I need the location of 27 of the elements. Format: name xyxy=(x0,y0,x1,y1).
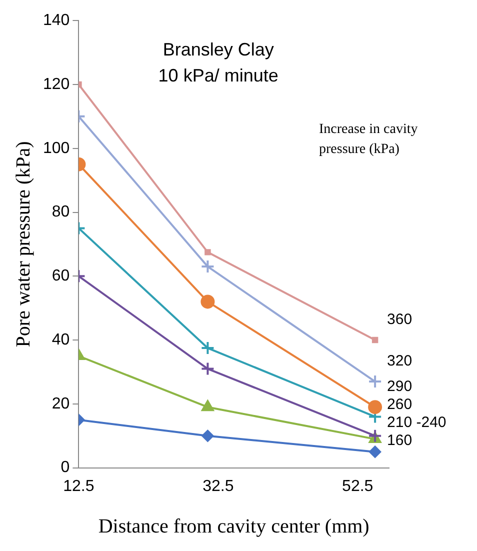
y-tick-label: 60 xyxy=(52,268,70,285)
y-tick-label: 120 xyxy=(42,76,70,93)
point xyxy=(368,400,382,414)
annotation: 360 xyxy=(387,311,412,328)
y-tick-label: 0 xyxy=(60,459,70,476)
annotation: 210 -240 xyxy=(387,414,446,432)
y-tick-label: 20 xyxy=(52,395,70,412)
annotation: Increase in cavity pressure (kPa) xyxy=(319,122,418,157)
text: 10 kPa/ minute xyxy=(158,66,278,86)
x-tick-label: 32.5 xyxy=(202,478,234,495)
point xyxy=(372,336,378,344)
x-axis-title: Distance from cavity center (mm) xyxy=(98,515,370,538)
point xyxy=(369,446,382,458)
point xyxy=(368,374,382,389)
annotation: 290 xyxy=(387,378,412,396)
y-tick-label: 100 xyxy=(42,140,70,157)
x-tick-label: 52.5 xyxy=(342,478,374,495)
text: Bransley Clay xyxy=(162,40,274,60)
annotation: 160 xyxy=(387,432,412,450)
y-axis-title: Pore water pressure (kPa) xyxy=(12,141,34,348)
y-tick-label: 140 xyxy=(42,12,70,30)
x-tick-label: 12.5 xyxy=(63,478,94,495)
annotation: 260 xyxy=(387,396,412,414)
annotation: 320 xyxy=(387,352,412,370)
point xyxy=(368,428,382,443)
y-tick-label: 80 xyxy=(52,204,70,221)
y-tick-label: 40 xyxy=(52,331,70,348)
